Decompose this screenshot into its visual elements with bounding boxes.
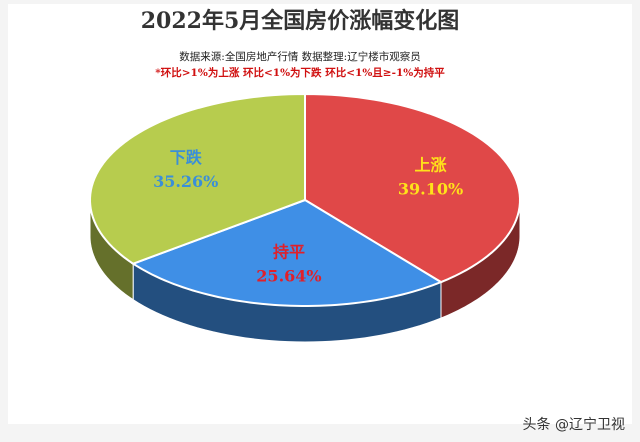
note: *环比>1%为上涨 环比<1%为下跌 环比<1%且≥-1%为持平	[155, 66, 445, 79]
subtitle: 数据来源:全国房地产行情 数据整理:辽宁楼市观察员	[179, 50, 420, 63]
slice	[130, 198, 444, 307]
slice-label: 持平	[273, 243, 305, 262]
value-label: 39.10%	[398, 179, 463, 198]
chart-title: 2022年5月全国房价涨幅变化图	[141, 8, 460, 34]
value-label: 25.64%	[256, 267, 321, 286]
slice	[304, 92, 521, 284]
slice-label: 下跌	[170, 148, 203, 167]
slice	[89, 92, 306, 265]
slice-label: 上涨	[415, 155, 447, 174]
value-label: 35.26%	[153, 172, 218, 191]
watermark: 头条 @辽宁卫视	[523, 416, 625, 433]
pie: 上涨 39.10% 持平 25.64% 下跌 35.26%	[89, 92, 521, 343]
